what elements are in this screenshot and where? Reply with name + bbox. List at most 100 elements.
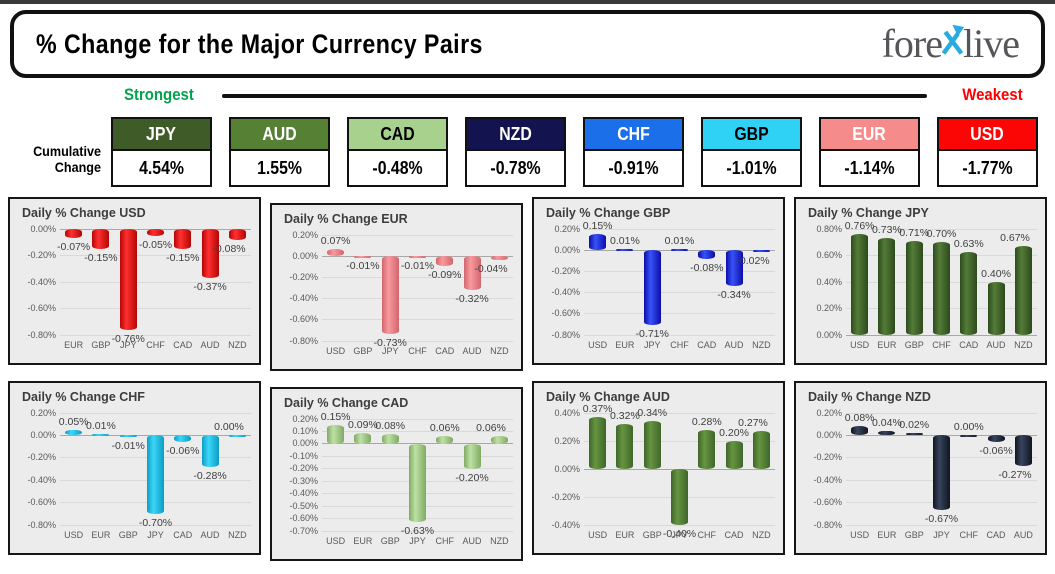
x-category-label: EUR — [877, 340, 897, 350]
y-axis-tick-label: -0.80% — [27, 329, 56, 340]
bar-value-label: 0.73% — [872, 224, 902, 237]
x-category-label: JPY — [933, 530, 950, 540]
currency-box-nzd: NZD -0.78% — [465, 117, 566, 187]
bar-aud — [201, 435, 219, 467]
bar-value-label: 0.06% — [476, 422, 506, 435]
bar-value-label: -0.63% — [400, 525, 435, 538]
y-axis-tick-label: -0.80% — [551, 329, 580, 340]
bar-cad — [960, 251, 978, 335]
y-axis-tick-label: -0.60% — [289, 314, 318, 325]
bar-chf — [671, 249, 688, 251]
chart-title: Daily % Change NZD — [808, 390, 931, 404]
x-category-label: GBP — [353, 346, 373, 356]
y-axis-tick-label: -0.80% — [27, 519, 56, 530]
bar-gbp — [119, 435, 137, 437]
bar-value-label: -0.09% — [428, 268, 462, 281]
bar-jpy — [119, 229, 137, 330]
bar-value-label: 0.04% — [872, 416, 902, 429]
bar-eur — [92, 434, 110, 436]
chart-title: Daily % Change GBP — [546, 206, 671, 220]
y-axis-tick-label: 0.20% — [292, 413, 318, 424]
currency-box-gbp: GBP -1.01% — [701, 117, 802, 187]
cumulative-change-value: -1.14% — [819, 151, 920, 187]
bar-cad — [174, 435, 192, 443]
gridline — [322, 341, 513, 342]
chart-nzd: Daily % Change NZD 0.20% 0.00% -0.20% -0.40%… — [794, 381, 1047, 555]
strongest-label: Strongest — [124, 85, 194, 104]
x-category-label: USD — [850, 530, 870, 540]
y-axis-tick-label: -0.40% — [289, 293, 318, 304]
bar-aud — [463, 256, 481, 291]
x-category-label: EUR — [615, 340, 635, 350]
x-category-label: GBP — [380, 536, 400, 546]
x-category-label: EUR — [64, 340, 84, 350]
x-category-label: GBP — [904, 530, 924, 540]
bar-value-label: 0.15% — [582, 220, 613, 233]
x-category-label: EUR — [877, 530, 897, 540]
x-category-label: JPY — [147, 530, 164, 540]
gridline — [846, 525, 1037, 526]
bar-chf — [698, 429, 716, 469]
bar-aud — [987, 282, 1005, 335]
x-category-label: CHF — [146, 340, 165, 350]
y-axis-tick-label: -0.20% — [551, 491, 580, 502]
bar-value-label: 0.71% — [899, 226, 930, 239]
x-category-label: NZD — [490, 536, 509, 546]
x-category-label: EUR — [353, 536, 373, 546]
bar-cad — [725, 441, 743, 469]
x-category-label: JPY — [119, 340, 137, 350]
bar-nzd — [490, 256, 508, 261]
bar-value-label: 0.40% — [981, 268, 1011, 280]
bar-usd — [851, 426, 869, 436]
currency-code: USD — [937, 117, 1038, 151]
bar-cad — [698, 250, 716, 259]
bar-usd — [65, 429, 83, 436]
y-axis-tick-label: -0.50% — [289, 500, 318, 511]
gridline — [322, 443, 513, 444]
bar-gbp — [643, 421, 661, 469]
x-category-label: GBP — [118, 530, 138, 540]
x-category-label: CHF — [932, 340, 951, 350]
y-axis-tick-label: -0.20% — [813, 452, 842, 463]
x-category-label: AUD — [724, 340, 744, 350]
y-axis-tick-label: 0.20% — [292, 229, 318, 240]
bar-value-label: -0.76% — [111, 332, 145, 345]
bar-value-label: -0.73% — [373, 336, 407, 349]
bar-aud — [725, 250, 743, 287]
bar-aud — [463, 443, 481, 469]
y-axis-tick-label: -0.80% — [289, 335, 318, 346]
currency-code: EUR — [819, 117, 920, 151]
currency-code: GBP — [701, 117, 802, 151]
y-axis-tick-label: -0.40% — [551, 287, 580, 298]
chart-title: Daily % Change USD — [22, 206, 146, 220]
gridline — [322, 298, 513, 299]
cumulative-change-value: -1.77% — [937, 151, 1038, 187]
bar-nzd — [752, 431, 770, 469]
bar-jpy — [933, 435, 950, 511]
bar-chf — [409, 256, 426, 258]
bar-usd — [589, 417, 607, 469]
x-category-label: USD — [588, 340, 608, 350]
bar-nzd — [490, 436, 508, 444]
bar-value-label: 0.63% — [953, 237, 984, 250]
y-axis-tick-label: -0.60% — [551, 308, 580, 319]
y-axis-tick-label: -0.60% — [813, 497, 842, 508]
gridline — [322, 319, 513, 320]
x-category-label: CAD — [173, 340, 193, 350]
y-axis-tick-label: 0.20% — [554, 435, 580, 446]
bar-chf — [933, 242, 950, 335]
bar-value-label: 0.06% — [429, 422, 460, 435]
bar-value-label: -0.40% — [662, 528, 697, 540]
chart-aud: Daily % Change AUD 0.40% 0.20% 0.00% -0.20% -… — [532, 381, 785, 555]
chart-title: Daily % Change CHF — [22, 390, 145, 404]
gridline — [322, 531, 513, 532]
gridline — [584, 271, 775, 272]
currency-box-aud: AUD 1.55% — [229, 117, 330, 187]
gridline — [322, 277, 513, 278]
bar-value-label: -0.15% — [166, 251, 200, 264]
bar-value-label: -0.28% — [193, 469, 227, 482]
cumulative-change-label: Cumulative Change — [33, 142, 102, 175]
bar-value-label: 0.01% — [610, 235, 640, 248]
currency-code: JPY — [111, 117, 212, 151]
bar-cad — [436, 256, 454, 266]
